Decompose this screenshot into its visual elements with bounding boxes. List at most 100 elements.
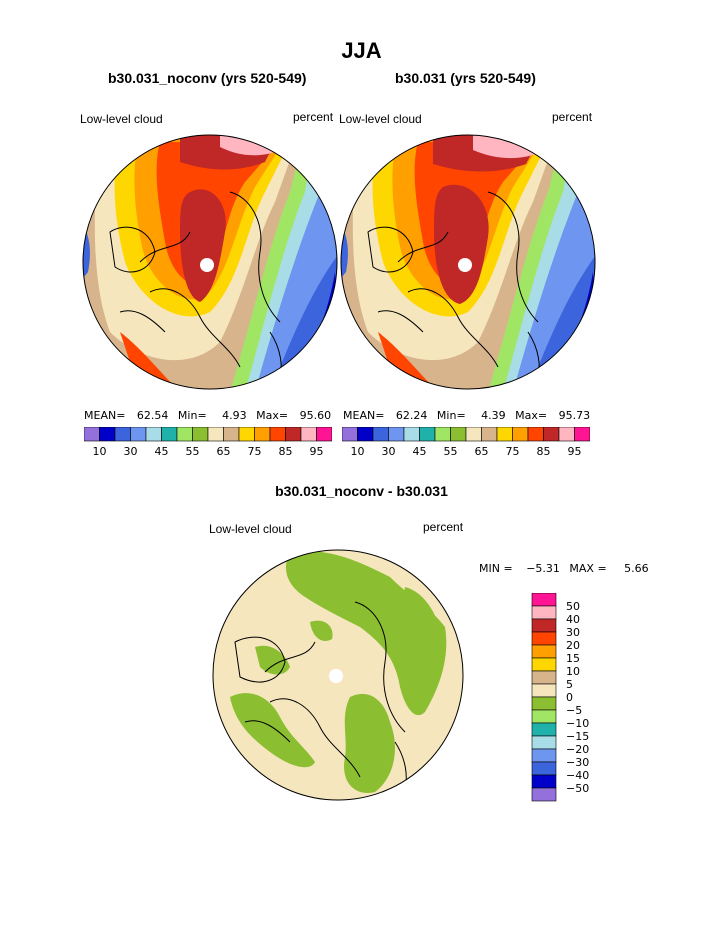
colorbar3-tick-label: 10 <box>566 665 580 678</box>
colorbar2-swatch <box>558 427 575 442</box>
panel1-mean: 62.54 <box>136 409 169 422</box>
season-title: JJA <box>341 38 382 63</box>
colorbar1-swatch <box>316 427 332 442</box>
colorbar3-tick-label: −40 <box>566 769 589 782</box>
colorbar3-swatch <box>531 631 557 646</box>
colorbar3-swatch <box>531 670 557 685</box>
panel1-max: 95.60 <box>299 409 332 422</box>
colorbar2-tick-label: 10 <box>351 445 365 458</box>
colorbar1-swatch <box>285 427 302 442</box>
panel2-max: 95.73 <box>558 409 591 422</box>
panel2-max-label: Max= <box>515 409 548 422</box>
panel1-min: 4.93 <box>222 409 247 422</box>
colorbar2-swatch <box>465 427 482 442</box>
colorbar3-tick-label: −5 <box>566 704 582 717</box>
colorbar2-swatch <box>574 427 590 442</box>
colorbar3-swatch <box>531 593 557 607</box>
colorbar2-swatch <box>434 427 451 442</box>
panel2-min: 4.39 <box>481 409 506 422</box>
colorbar2-swatch <box>419 427 436 442</box>
colorbar1-swatch <box>84 427 100 442</box>
diff-variable: Low-level cloud <box>209 522 292 536</box>
colorbar3-swatch <box>531 774 557 789</box>
colorbar1-tick-label: 45 <box>155 445 169 458</box>
colorbar1-swatch <box>176 427 193 442</box>
colorbar1-swatch <box>192 427 209 442</box>
colorbar1-swatch <box>254 427 271 442</box>
colorbar1-swatch <box>223 427 240 442</box>
colorbar2-tick-label: 55 <box>444 445 458 458</box>
colorbar3-swatch <box>531 618 557 633</box>
panel2-units: percent <box>552 110 593 124</box>
colorbar1-tick-label: 65 <box>217 445 231 458</box>
colorbar3-tick-label: −15 <box>566 730 589 743</box>
diff-stats: MIN = −5.31 MAX = 5.66 <box>479 562 679 575</box>
colorbar1-swatch <box>269 427 286 442</box>
colorbar1-swatch <box>300 427 317 442</box>
colorbar3-swatch <box>531 696 557 711</box>
panel2-title: b30.031 (yrs 520-549) <box>395 70 536 86</box>
colorbar1-tick-label: 30 <box>124 445 138 458</box>
diff-units: percent <box>423 520 464 534</box>
colorbar1-tick-label: 10 <box>93 445 107 458</box>
panel1-title: b30.031_noconv (yrs 520-549) <box>108 70 307 86</box>
colorbar1-swatch <box>238 427 255 442</box>
colorbar1-swatch <box>99 427 116 442</box>
colorbar2-tick-label: 45 <box>413 445 427 458</box>
colorbar3-tick-label: 40 <box>566 613 580 626</box>
panel1-mean-label: MEAN= <box>84 409 126 422</box>
colorbar3-tick-label: −20 <box>566 743 589 756</box>
colorbar1-swatch <box>161 427 178 442</box>
colorbar1-swatch <box>145 427 162 442</box>
colorbar-panel1: 10 30 45 55 65 75 85 95 <box>84 427 332 458</box>
panel1-min-label: Min= <box>177 409 207 422</box>
panel1-variable: Low-level cloud <box>80 112 163 126</box>
colorbar2-swatch <box>388 427 405 442</box>
colorbar3-tick-label: 5 <box>566 678 573 691</box>
colorbar3-tick-label: 30 <box>566 626 580 639</box>
colorbar3-swatch <box>531 644 557 659</box>
diff-title: b30.031_noconv - b30.031 <box>275 483 448 499</box>
colorbar3-tick-label: −30 <box>566 756 589 769</box>
colorbar2-swatch <box>512 427 529 442</box>
panel2-mean: 62.24 <box>395 409 428 422</box>
map-diff <box>212 549 464 801</box>
colorbar2-swatch <box>450 427 467 442</box>
colorbar1-tick-label: 55 <box>186 445 200 458</box>
diff-max-label: MAX = <box>569 562 607 575</box>
colorbar3-swatch <box>531 605 557 620</box>
colorbar3-tick-label: −50 <box>566 782 589 795</box>
colorbar3-swatch <box>531 748 557 763</box>
colorbar2-swatch <box>372 427 389 442</box>
panel1-max-label: Max= <box>256 409 289 422</box>
colorbar2-tick-label: 75 <box>506 445 520 458</box>
colorbar1-tick-label: 85 <box>279 445 293 458</box>
colorbar3-swatch <box>531 722 557 737</box>
panel1-units: percent <box>293 110 334 124</box>
colorbar3-tick-label: 20 <box>566 639 580 652</box>
colorbar3-swatch <box>531 709 557 724</box>
colorbar-panel2: 10 30 45 55 65 75 85 95 <box>342 427 590 458</box>
colorbar2-swatch <box>481 427 498 442</box>
diff-min-label: MIN = <box>479 562 513 575</box>
colorbar2-swatch <box>403 427 420 442</box>
colorbar1-swatch <box>130 427 147 442</box>
panel2-variable: Low-level cloud <box>339 112 422 126</box>
colorbar3-tick-label: 50 <box>566 600 580 613</box>
colorbar2-swatch <box>543 427 560 442</box>
panel1-stats: MEAN= 62.54 Min= 4.93 Max= 95.60 <box>84 409 334 422</box>
colorbar3-swatch <box>531 683 557 698</box>
colorbar2-swatch <box>496 427 513 442</box>
colorbar1-tick-label: 95 <box>310 445 324 458</box>
diff-max: 5.66 <box>624 562 649 575</box>
colorbar1-tick-label: 75 <box>248 445 262 458</box>
colorbar2-tick-label: 65 <box>475 445 489 458</box>
colorbar3-swatch <box>531 657 557 672</box>
colorbar2-tick-label: 95 <box>568 445 582 458</box>
colorbar3-swatch <box>531 735 557 750</box>
colorbar2-tick-label: 85 <box>537 445 551 458</box>
map-panel2 <box>340 134 596 390</box>
colorbar2-tick-label: 30 <box>382 445 396 458</box>
colorbar1-swatch <box>114 427 131 442</box>
